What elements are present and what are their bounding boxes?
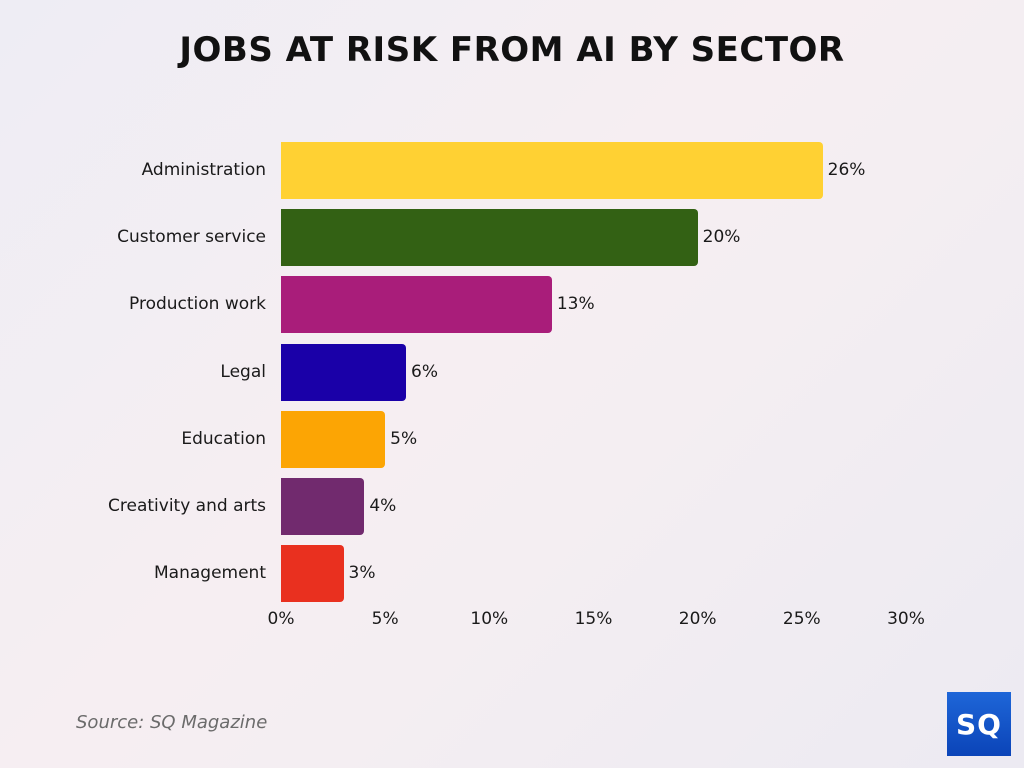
value-label: 4% — [369, 496, 397, 516]
value-label: 26% — [827, 160, 866, 180]
value-label: 6% — [411, 361, 438, 382]
bar-row: Administration 26% — [0, 142, 1024, 199]
bar-row: Management 3% — [0, 545, 1024, 603]
x-tick-label: 0% — [267, 609, 295, 629]
x-tick-label: 15% — [574, 609, 613, 629]
x-tick-label: 20% — [678, 609, 717, 629]
bar-row: Creativity and arts 4% — [0, 478, 1024, 535]
source-caption: Source: SQ Magazine — [76, 712, 268, 733]
bar — [281, 478, 365, 535]
category-label: Production work — [129, 294, 266, 315]
sq-logo: SQ — [947, 692, 1011, 756]
x-tick-label: 25% — [782, 609, 821, 629]
bar-row: Production work 13% — [0, 276, 1024, 334]
x-tick-label: 30% — [887, 609, 925, 629]
x-tick-label: 10% — [470, 609, 509, 629]
category-label: Education — [181, 428, 266, 449]
bar — [281, 276, 552, 334]
bar-row: Customer service 20% — [0, 209, 1024, 267]
value-label: 13% — [556, 294, 595, 315]
chart-title: JOBS AT RISK FROM AI BY SECTOR — [179, 30, 845, 70]
bar-row: Legal 6% — [0, 343, 1024, 401]
category-label: Administration — [141, 160, 266, 180]
value-label: 3% — [348, 563, 376, 584]
bar — [281, 209, 698, 267]
value-label: 20% — [702, 227, 741, 248]
bar-row: Education 5% — [0, 410, 1024, 468]
bar — [281, 343, 406, 401]
category-label: Legal — [220, 361, 266, 382]
bar — [281, 142, 823, 199]
category-label: Management — [154, 563, 266, 584]
category-label: Creativity and arts — [108, 496, 266, 516]
bar — [281, 545, 344, 603]
value-label: 5% — [390, 428, 418, 449]
bar — [281, 410, 386, 468]
x-tick-label: 5% — [371, 609, 399, 629]
category-label: Customer service — [117, 227, 266, 248]
